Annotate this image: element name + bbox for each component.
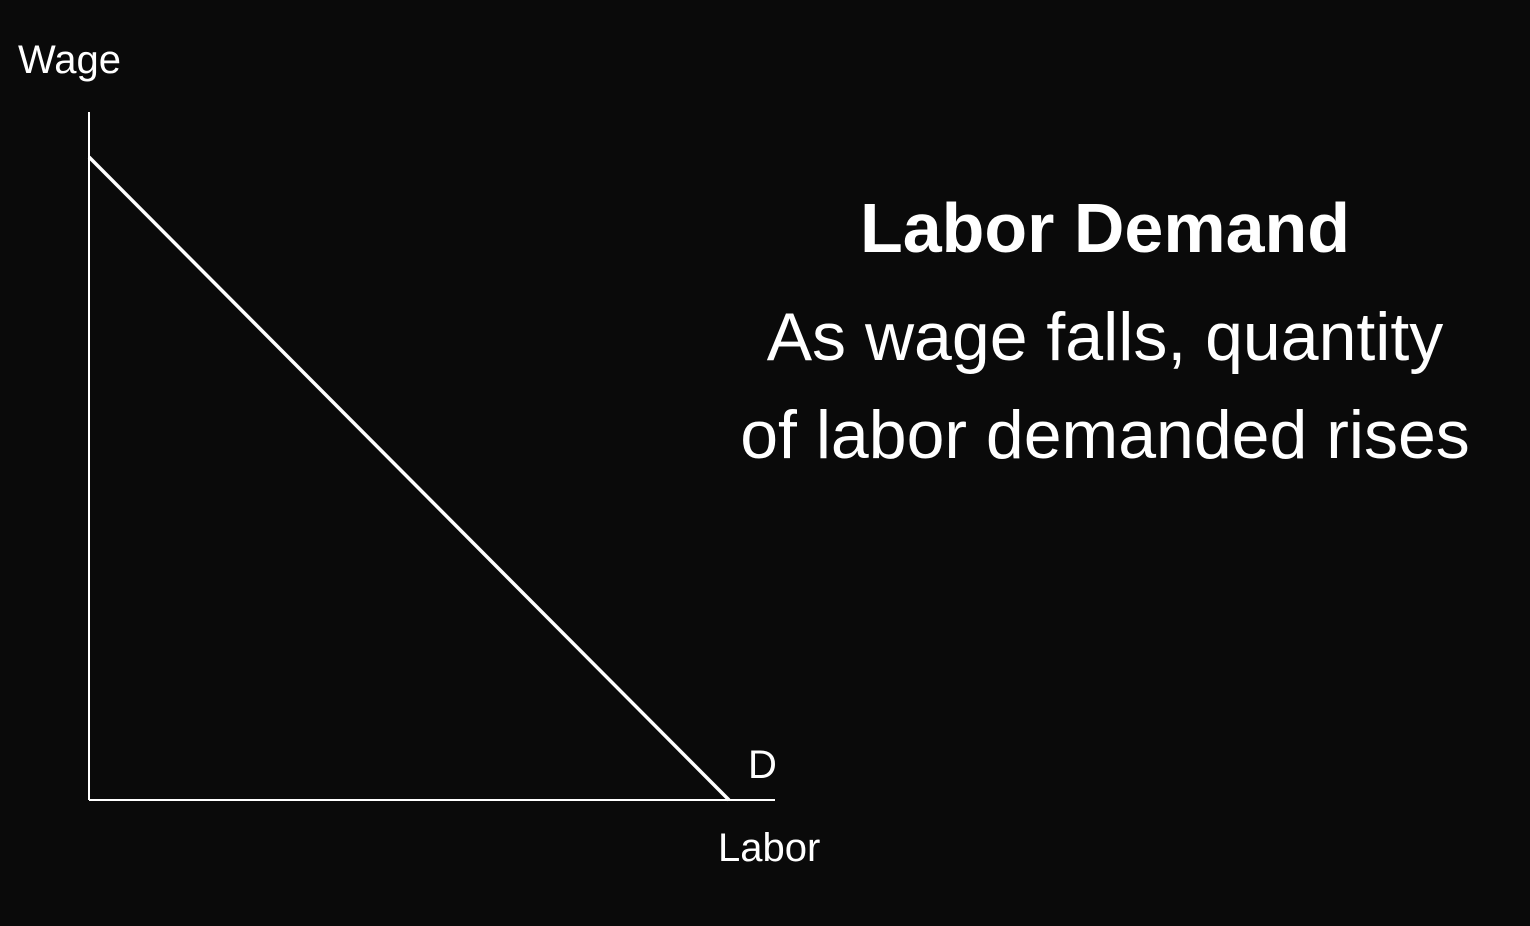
slide-subtitle: As wage falls, quantity of labor demande… — [690, 288, 1520, 484]
demand-curve-label: D — [748, 743, 777, 787]
y-axis-label: Wage — [18, 38, 122, 82]
x-axis-label: Labor — [718, 826, 821, 870]
slide-title: Labor Demand — [859, 189, 1351, 267]
demand-curve — [87, 155, 731, 802]
subtitle-line-1: As wage falls, quantity — [766, 299, 1444, 375]
subtitle-line-2: of labor demanded rises — [740, 397, 1470, 473]
